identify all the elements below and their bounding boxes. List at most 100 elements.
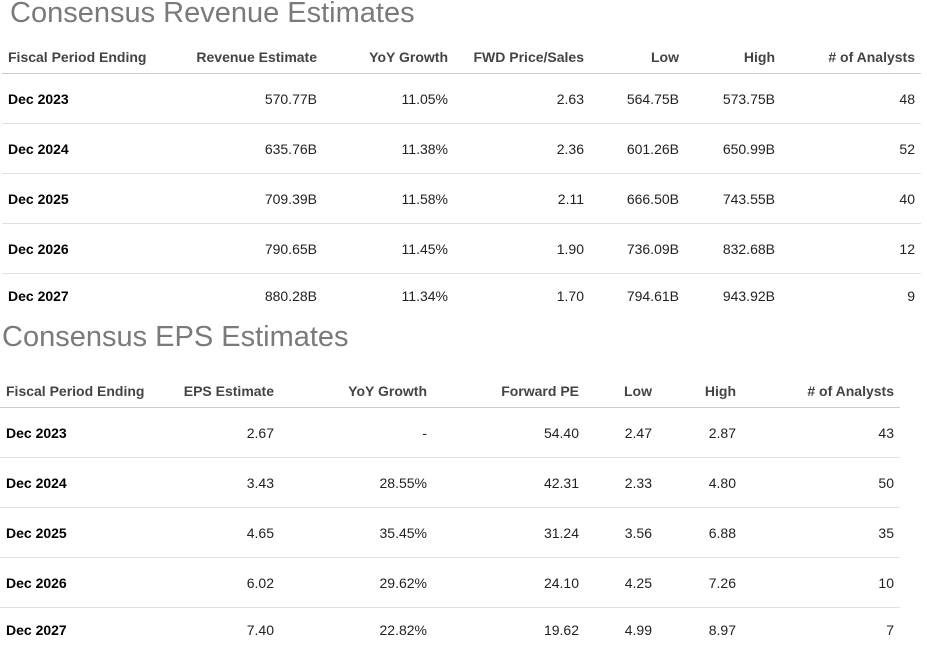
low-cell: 601.26B [590,124,685,174]
table-row: Dec 2026 790.65B 11.45% 1.90 736.09B 832… [2,224,921,274]
column-header: High [685,41,781,74]
low-cell: 2.47 [585,408,658,458]
high-cell: 943.92B [685,274,781,319]
fwd-price-sales-cell: 2.63 [454,74,590,124]
eps-estimate-cell: 2.67 [162,408,280,458]
column-header: YoY Growth [280,375,433,408]
low-cell: 3.56 [585,508,658,558]
analysts-count-cell: 7 [742,608,900,652]
revenue-estimate-cell: 570.77B [170,74,323,124]
table-row: Dec 2027 880.28B 11.34% 1.70 794.61B 943… [2,274,921,319]
low-cell: 736.09B [590,224,685,274]
table-row: Dec 2025 709.39B 11.58% 2.11 666.50B 743… [2,174,921,224]
analysts-count-cell: 43 [742,408,900,458]
analysts-count-cell: 48 [781,74,921,124]
column-header: EPS Estimate [162,375,280,408]
table-header-row: Fiscal Period Ending EPS Estimate YoY Gr… [0,375,900,408]
column-header: Low [590,41,685,74]
forward-pe-cell: 54.40 [433,408,585,458]
fiscal-period-cell: Dec 2027 [2,274,170,319]
analysts-count-cell: 52 [781,124,921,174]
column-header: # of Analysts [742,375,900,408]
high-cell: 573.75B [685,74,781,124]
analysts-count-cell: 40 [781,174,921,224]
table-row: Dec 2023 570.77B 11.05% 2.63 564.75B 573… [2,74,921,124]
fwd-price-sales-cell: 2.36 [454,124,590,174]
column-header: Forward PE [433,375,585,408]
yoy-growth-cell: - [280,408,433,458]
yoy-growth-cell: 11.34% [323,274,454,319]
fiscal-period-cell: Dec 2023 [0,408,162,458]
low-cell: 4.99 [585,608,658,652]
fiscal-period-cell: Dec 2024 [2,124,170,174]
eps-estimate-cell: 6.02 [162,558,280,608]
yoy-growth-cell: 22.82% [280,608,433,652]
table-row: Dec 2027 7.40 22.82% 19.62 4.99 8.97 7 [0,608,900,652]
low-cell: 564.75B [590,74,685,124]
table-row: Dec 2023 2.67 - 54.40 2.47 2.87 43 [0,408,900,458]
column-header: YoY Growth [323,41,454,74]
fwd-price-sales-cell: 2.11 [454,174,590,224]
low-cell: 2.33 [585,458,658,508]
eps-estimates-title: Consensus EPS Estimates [2,321,349,353]
table-row: Dec 2025 4.65 35.45% 31.24 3.56 6.88 35 [0,508,900,558]
yoy-growth-cell: 35.45% [280,508,433,558]
table-row: Dec 2026 6.02 29.62% 24.10 4.25 7.26 10 [0,558,900,608]
forward-pe-cell: 42.31 [433,458,585,508]
fiscal-period-cell: Dec 2023 [2,74,170,124]
column-header: Revenue Estimate [170,41,323,74]
fiscal-period-cell: Dec 2026 [0,558,162,608]
column-header: # of Analysts [781,41,921,74]
high-cell: 4.80 [658,458,742,508]
fiscal-period-cell: Dec 2024 [0,458,162,508]
analysts-count-cell: 50 [742,458,900,508]
yoy-growth-cell: 28.55% [280,458,433,508]
table-row: Dec 2024 635.76B 11.38% 2.36 601.26B 650… [2,124,921,174]
high-cell: 8.97 [658,608,742,652]
revenue-estimate-cell: 790.65B [170,224,323,274]
forward-pe-cell: 24.10 [433,558,585,608]
revenue-estimates-table: Fiscal Period Ending Revenue Estimate Yo… [2,41,921,318]
column-header: Fiscal Period Ending [2,41,170,74]
yoy-growth-cell: 11.45% [323,224,454,274]
column-header: High [658,375,742,408]
high-cell: 2.87 [658,408,742,458]
analysts-count-cell: 9 [781,274,921,319]
low-cell: 666.50B [590,174,685,224]
high-cell: 832.68B [685,224,781,274]
high-cell: 6.88 [658,508,742,558]
eps-estimate-cell: 4.65 [162,508,280,558]
analysts-count-cell: 12 [781,224,921,274]
fwd-price-sales-cell: 1.70 [454,274,590,319]
revenue-estimates-title: Consensus Revenue Estimates [10,0,415,29]
eps-estimate-cell: 7.40 [162,608,280,652]
revenue-estimate-cell: 635.76B [170,124,323,174]
yoy-growth-cell: 11.58% [323,174,454,224]
column-header: Low [585,375,658,408]
table-row: Dec 2024 3.43 28.55% 42.31 2.33 4.80 50 [0,458,900,508]
forward-pe-cell: 31.24 [433,508,585,558]
fiscal-period-cell: Dec 2027 [0,608,162,652]
forward-pe-cell: 19.62 [433,608,585,652]
table-header-row: Fiscal Period Ending Revenue Estimate Yo… [2,41,921,74]
high-cell: 7.26 [658,558,742,608]
high-cell: 743.55B [685,174,781,224]
column-header: Fiscal Period Ending [0,375,162,408]
yoy-growth-cell: 11.38% [323,124,454,174]
yoy-growth-cell: 29.62% [280,558,433,608]
low-cell: 4.25 [585,558,658,608]
analysts-count-cell: 10 [742,558,900,608]
yoy-growth-cell: 11.05% [323,74,454,124]
fiscal-period-cell: Dec 2025 [2,174,170,224]
eps-estimate-cell: 3.43 [162,458,280,508]
revenue-estimate-cell: 709.39B [170,174,323,224]
revenue-estimate-cell: 880.28B [170,274,323,319]
column-header: FWD Price/Sales [454,41,590,74]
fiscal-period-cell: Dec 2026 [2,224,170,274]
high-cell: 650.99B [685,124,781,174]
fiscal-period-cell: Dec 2025 [0,508,162,558]
eps-estimates-table: Fiscal Period Ending EPS Estimate YoY Gr… [0,375,900,652]
analysts-count-cell: 35 [742,508,900,558]
fwd-price-sales-cell: 1.90 [454,224,590,274]
low-cell: 794.61B [590,274,685,319]
